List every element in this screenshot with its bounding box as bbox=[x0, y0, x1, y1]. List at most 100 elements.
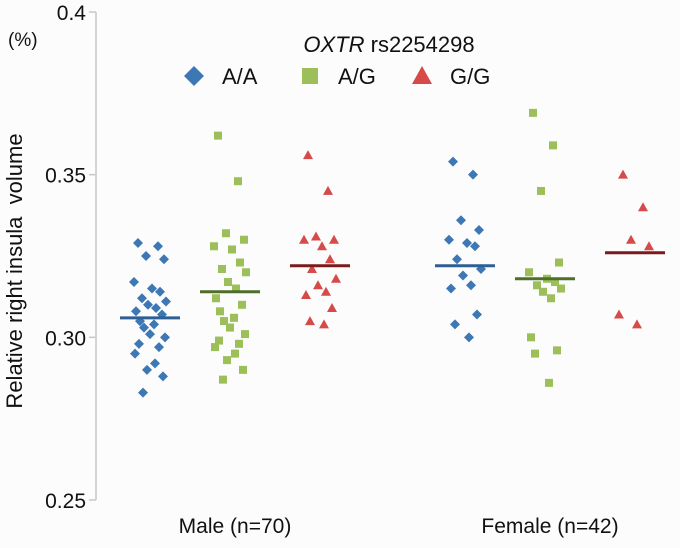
data-point bbox=[155, 286, 165, 297]
legend-marker-diamond bbox=[184, 66, 204, 86]
data-point bbox=[626, 234, 636, 244]
data-point bbox=[141, 251, 151, 261]
data-point bbox=[214, 131, 222, 140]
series-group-GG-0 bbox=[290, 150, 350, 329]
series-group-AG-0 bbox=[200, 131, 260, 384]
y-tick-label: 0.35 bbox=[45, 165, 86, 188]
data-point bbox=[219, 375, 227, 384]
legend-label: A/A bbox=[222, 64, 258, 89]
data-point bbox=[154, 342, 164, 353]
series-group-AA-0 bbox=[120, 237, 180, 398]
data-point bbox=[212, 294, 220, 303]
data-point bbox=[632, 319, 642, 329]
data-point bbox=[307, 264, 317, 274]
legend: OXTR rs2254298 A/A A/G G/G bbox=[184, 32, 490, 89]
data-point bbox=[551, 278, 559, 287]
data-point bbox=[466, 280, 476, 291]
data-point bbox=[448, 156, 458, 167]
legend-marker-triangle bbox=[412, 66, 432, 84]
data-point bbox=[240, 235, 248, 244]
data-point bbox=[145, 329, 155, 340]
data-point bbox=[138, 387, 148, 398]
data-point bbox=[319, 319, 329, 329]
data-point bbox=[139, 322, 149, 333]
data-point bbox=[462, 237, 472, 248]
x-category-label: Female (n=42) bbox=[481, 515, 618, 538]
y-unit-label: (%) bbox=[8, 30, 38, 51]
data-point bbox=[444, 234, 454, 245]
data-point bbox=[234, 177, 242, 186]
data-point bbox=[137, 293, 147, 304]
data-point bbox=[147, 283, 157, 294]
data-point bbox=[242, 268, 250, 277]
data-point bbox=[216, 307, 224, 316]
data-point bbox=[537, 186, 545, 195]
legend-title-gene: OXTR bbox=[303, 32, 364, 57]
data-point bbox=[525, 268, 533, 277]
data-point bbox=[533, 281, 541, 290]
data-point bbox=[232, 284, 240, 293]
data-point bbox=[222, 229, 230, 238]
data-point bbox=[223, 356, 231, 365]
data-point bbox=[450, 319, 460, 330]
data-point bbox=[238, 300, 246, 309]
data-point bbox=[317, 241, 327, 251]
data-point bbox=[452, 254, 462, 265]
data-point bbox=[159, 254, 169, 265]
data-point bbox=[230, 313, 238, 322]
data-point bbox=[323, 185, 333, 195]
data-point bbox=[555, 258, 563, 267]
data-point bbox=[130, 348, 140, 359]
legend-title-snp: rs2254298 bbox=[365, 32, 475, 57]
data-point bbox=[527, 333, 535, 342]
data-point bbox=[235, 339, 243, 348]
data-point bbox=[226, 323, 234, 332]
data-point bbox=[299, 234, 309, 244]
data-point bbox=[133, 237, 143, 248]
data-point bbox=[158, 371, 168, 382]
data-point bbox=[151, 303, 161, 314]
data-point bbox=[549, 141, 557, 150]
data-point bbox=[153, 241, 163, 252]
data-point bbox=[313, 280, 323, 290]
y-tick-label: 0.4 bbox=[57, 2, 87, 25]
data-point bbox=[215, 336, 223, 345]
data-point bbox=[644, 241, 654, 251]
data-point bbox=[241, 330, 249, 339]
data-point bbox=[331, 273, 341, 283]
data-point bbox=[327, 303, 337, 313]
legend-label: G/G bbox=[450, 64, 490, 89]
data-point bbox=[539, 287, 547, 296]
data-point bbox=[134, 338, 144, 349]
data-point bbox=[161, 296, 171, 307]
data-point bbox=[211, 343, 219, 352]
data-point bbox=[321, 286, 331, 296]
data-point bbox=[228, 245, 236, 254]
data-point bbox=[472, 309, 482, 320]
legend-label: A/G bbox=[338, 64, 376, 89]
data-point bbox=[325, 254, 335, 264]
y-axis-title: Relative right insula volume bbox=[2, 133, 27, 408]
data-point bbox=[150, 358, 160, 369]
legend-marker-square bbox=[302, 68, 318, 84]
data-point bbox=[301, 290, 311, 300]
data-point bbox=[236, 258, 244, 267]
data-point bbox=[557, 284, 565, 293]
data-point bbox=[224, 278, 232, 287]
data-point bbox=[305, 316, 315, 326]
axes: 0.25 0.30 0.35 0.4 (%) Relative right insula … bbox=[2, 2, 619, 538]
data-point bbox=[210, 242, 218, 251]
y-tick-label: 0.25 bbox=[45, 490, 86, 513]
data-point bbox=[614, 309, 624, 319]
data-point bbox=[464, 332, 474, 343]
data-point bbox=[458, 270, 468, 281]
data-point bbox=[456, 215, 466, 226]
data-point bbox=[545, 378, 553, 387]
data-marks bbox=[120, 108, 665, 398]
data-point bbox=[303, 150, 313, 160]
data-point bbox=[311, 231, 321, 241]
data-point bbox=[160, 332, 170, 343]
data-point bbox=[149, 319, 159, 330]
data-point bbox=[329, 234, 339, 244]
